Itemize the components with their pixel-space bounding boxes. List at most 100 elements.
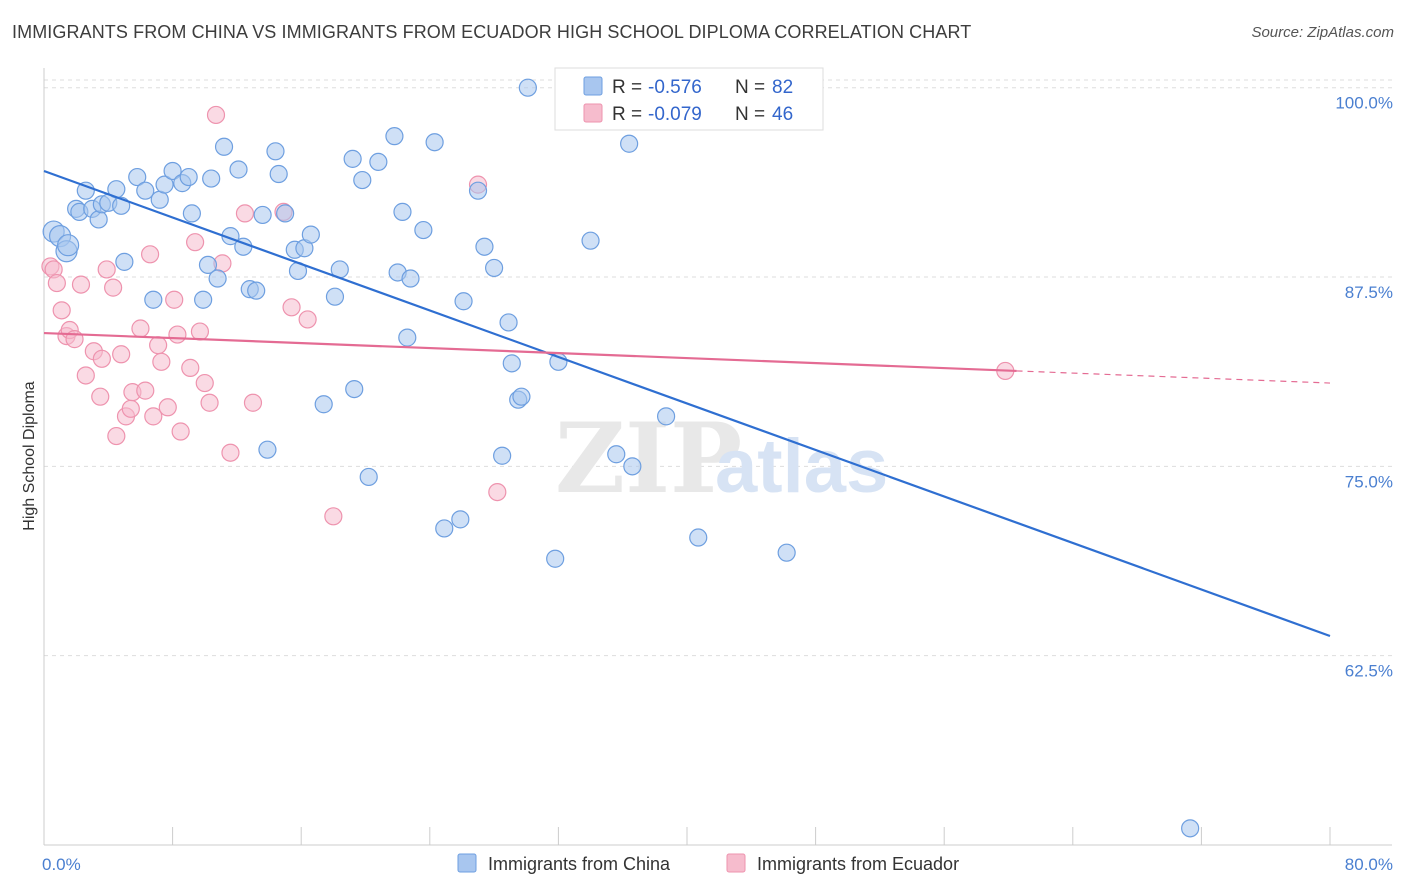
ecuador-point: [324, 507, 343, 526]
ecuador-point: [165, 290, 184, 309]
china-point: [163, 161, 182, 181]
china-point: [214, 137, 234, 156]
china-point: [276, 204, 295, 223]
bottom-legend-ecuador-label: Immigrants from Ecuador: [757, 854, 959, 874]
ecuador-point: [140, 245, 160, 264]
china-point: [546, 549, 565, 568]
china-point: [393, 202, 412, 221]
x-tick-label-max: 80.0%: [1345, 855, 1393, 874]
labels-layer: 62.5% 75.0% 87.5% 100.0% 0.0% 80.0% High Schoo…: [21, 94, 1393, 874]
china-point: [258, 440, 277, 459]
china-point: [1181, 819, 1200, 838]
china-point: [269, 164, 288, 184]
ecuador-point: [144, 407, 163, 426]
china-point: [198, 255, 218, 275]
china-point: [777, 543, 796, 562]
china-point: [155, 175, 174, 194]
chart-title: IMMIGRANTS FROM CHINA VS IMMIGRANTS FROM…: [12, 22, 972, 42]
ecuador-point: [221, 443, 240, 462]
ecuador-point: [97, 260, 116, 279]
y-axis-title: High School Diploma: [21, 381, 38, 531]
bottom-legend-swatch-china: [457, 853, 477, 873]
china-point: [179, 167, 198, 187]
legend-swatch-ecuador: [583, 103, 603, 123]
trend-layer: [43, 169, 1331, 638]
ecuador-point: [488, 482, 507, 502]
ecuador-point: [149, 336, 168, 355]
china-point: [194, 290, 213, 309]
china-point: [359, 467, 378, 487]
legend-china-r-value: -0.576: [648, 77, 702, 98]
ecuador-point: [131, 319, 150, 338]
china-point: [620, 134, 639, 153]
china-point: [502, 354, 521, 373]
ecuador-point: [235, 204, 255, 223]
legend-ecuador-n-label: N =: [735, 104, 765, 125]
china-point: [182, 204, 201, 223]
ecuador-point: [298, 310, 317, 329]
ecuador-point: [104, 278, 123, 297]
china-point: [144, 290, 163, 309]
ecuador-point: [121, 399, 140, 418]
china-point: [253, 205, 272, 225]
china-point: [414, 220, 433, 240]
y-tick-label: 100.0%: [1335, 94, 1393, 113]
china-point: [485, 258, 504, 278]
china-point: [136, 181, 155, 200]
china-point: [345, 379, 364, 399]
legend-ecuador-r-label: R =: [612, 104, 642, 125]
china-points: [42, 78, 1200, 838]
china-point: [150, 190, 169, 209]
china-point: [623, 457, 642, 476]
china-point: [301, 225, 320, 244]
ecuador-point: [47, 273, 66, 293]
china-point: [499, 313, 518, 332]
china-point: [247, 281, 266, 300]
ecuador-point: [136, 381, 155, 400]
china-point: [57, 234, 80, 257]
ecuador-point: [112, 345, 131, 364]
ecuador-point: [181, 358, 200, 377]
legend-china-n-label: N =: [735, 77, 765, 98]
y-tick-label: 75.0%: [1345, 472, 1393, 491]
china-point: [451, 510, 470, 529]
ecuador-point: [91, 387, 110, 406]
ecuador-point: [190, 322, 210, 341]
ecuador-point: [186, 233, 205, 252]
legend-china-r-label: R =: [612, 77, 642, 98]
china-point: [76, 181, 95, 200]
bottom-legend: Immigrants from China Immigrants from Ec…: [457, 853, 959, 874]
ecuador-point: [282, 298, 301, 317]
bottom-legend-swatch-ecuador: [726, 853, 746, 873]
ecuador-point: [168, 325, 187, 344]
y-tick-label: 62.5%: [1345, 662, 1393, 681]
china-point: [385, 127, 404, 146]
china-point: [266, 142, 285, 161]
legend-ecuador-r-value: -0.079: [648, 104, 702, 125]
china-point: [401, 269, 420, 288]
china-trend-line: [43, 169, 1331, 638]
ecuador-trend-extension: [1016, 370, 1331, 384]
ecuador-point: [195, 373, 214, 393]
ecuador-point: [158, 398, 177, 417]
ecuador-point: [206, 105, 226, 125]
china-point: [208, 269, 227, 288]
ecuador-point: [107, 426, 126, 446]
china-point: [512, 387, 531, 406]
ecuador-point: [152, 352, 171, 371]
china-point: [89, 210, 108, 229]
china-point: [454, 292, 473, 311]
china-point: [435, 519, 454, 538]
ecuador-point: [76, 366, 95, 385]
china-point: [468, 181, 488, 200]
ecuador-point: [92, 349, 111, 368]
ecuador-point: [200, 393, 219, 412]
china-point: [343, 149, 362, 168]
china-point: [202, 169, 221, 188]
legend-china-n-value: 82: [772, 77, 793, 98]
china-point: [493, 446, 512, 465]
legend-swatch-china: [583, 76, 603, 96]
source-credit: Source: ZipAtlas.com: [1251, 24, 1394, 41]
y-tick-label: 87.5%: [1345, 283, 1393, 302]
